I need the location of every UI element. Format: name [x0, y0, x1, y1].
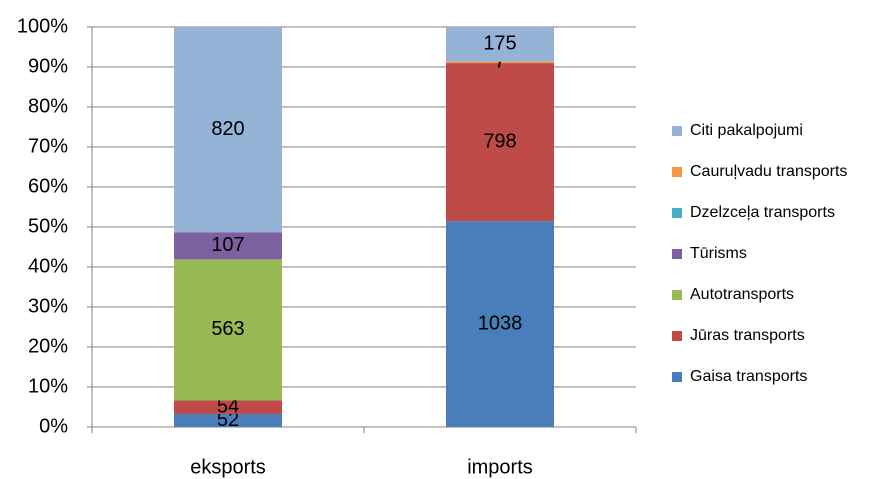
y-tick-label: 10% — [28, 375, 68, 397]
y-tick-label: 30% — [28, 295, 68, 317]
y-tick-label: 20% — [28, 335, 68, 357]
x-tick-label: eksports — [190, 456, 266, 478]
y-tick-label: 60% — [28, 175, 68, 197]
x-tick-label: imports — [467, 456, 533, 478]
data-label: 820 — [211, 118, 244, 140]
bar-segment — [174, 413, 282, 427]
bar-segment — [174, 27, 282, 233]
data-label: 107 — [211, 234, 244, 256]
legend-label: Citi pakalpojumi — [690, 122, 803, 139]
y-tick-label: 50% — [28, 215, 68, 237]
data-label: 52 — [217, 409, 239, 431]
bar-segment — [174, 232, 282, 260]
legend-label: Jūras transports — [690, 327, 805, 344]
bar-segment — [174, 400, 282, 414]
y-tick-label: 90% — [28, 55, 68, 77]
legend-label: Dzelzceļa transports — [690, 204, 835, 221]
bar-segment — [446, 63, 554, 222]
legend-swatch — [672, 372, 682, 382]
y-tick-label: 0% — [39, 415, 68, 437]
legend-label: Tūrisms — [690, 245, 747, 262]
y-tick-label: 40% — [28, 255, 68, 277]
legend-swatch — [672, 167, 682, 177]
legend-swatch — [672, 290, 682, 300]
legend-swatch — [672, 249, 682, 259]
legend-swatch — [672, 331, 682, 341]
y-tick-label: 100% — [17, 15, 68, 37]
legend-label: Gaisa transports — [690, 368, 807, 385]
legend-swatch — [672, 208, 682, 218]
y-tick-label: 80% — [28, 95, 68, 117]
bar-segment — [446, 221, 554, 427]
bar-segment — [446, 61, 554, 64]
data-label: 175 — [483, 33, 516, 55]
data-label: 798 — [483, 130, 516, 152]
legend-label: Autotransports — [690, 286, 794, 303]
bar-segment — [446, 27, 554, 62]
legend-label: Cauruļvadu transports — [690, 163, 847, 180]
data-label: 1038 — [478, 312, 523, 334]
y-tick-label: 70% — [28, 135, 68, 157]
data-label: 563 — [211, 318, 244, 340]
legend-swatch — [672, 126, 682, 136]
bar-segment — [174, 259, 282, 401]
data-label: 54 — [217, 395, 239, 417]
